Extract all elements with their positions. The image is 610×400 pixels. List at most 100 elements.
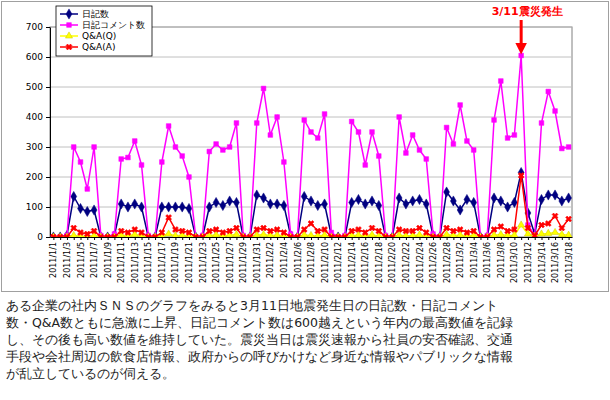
data-point (449, 227, 458, 236)
data-point (151, 233, 160, 237)
data-point (368, 231, 375, 237)
data-point (496, 222, 505, 231)
legend-item: 日記コメント数 (60, 20, 145, 30)
x-tick-mark (250, 237, 251, 240)
x-tick-label: 2011/3/12 (524, 242, 533, 283)
data-point (340, 233, 349, 237)
x-tick-label: 2011/1/17 (158, 242, 167, 283)
data-point (186, 203, 192, 213)
data-point (545, 190, 551, 200)
data-point (178, 227, 187, 236)
grid (50, 27, 572, 237)
x-tick-label: 2011/1/3 (63, 242, 72, 278)
data-point (268, 133, 273, 138)
x-tick-mark (155, 237, 156, 240)
data-point (166, 124, 171, 129)
data-point (308, 196, 314, 206)
data-point (160, 160, 165, 165)
x-tick-mark (203, 237, 204, 240)
x-tick: 2011/3/18 (565, 237, 574, 283)
data-point (497, 230, 504, 236)
y-tick-label: 400 (26, 112, 43, 122)
x-tick: 2011/2/22 (402, 237, 411, 283)
y-tick-mark (46, 27, 50, 28)
y-tick: 200 (26, 172, 50, 182)
data-point (90, 227, 99, 236)
x-tick-label: 2011/1/23 (199, 242, 208, 283)
data-point (281, 200, 287, 210)
data-point (273, 225, 282, 234)
data-point (374, 227, 383, 236)
data-point (212, 225, 221, 234)
data-point (71, 145, 76, 150)
caption-line: 手段や会社周辺の飲食店情報、政府からの呼びかけなど身近な情報やパブリックな情報 (6, 349, 513, 364)
data-point (137, 228, 146, 237)
x-tick-mark (460, 237, 461, 240)
data-point (553, 109, 558, 114)
x-tick-label: 2011/2/18 (375, 242, 384, 283)
data-point (139, 202, 145, 212)
x-tick (250, 237, 251, 240)
legend-swatch-marker (65, 32, 72, 38)
data-point (220, 200, 226, 210)
data-point (546, 89, 551, 94)
x-tick-label: 2011/2/20 (388, 242, 397, 283)
data-point (545, 229, 552, 235)
data-point (266, 227, 275, 236)
data-point (539, 121, 544, 126)
x-tick (114, 237, 115, 240)
x-tick-mark (297, 237, 298, 240)
data-point (530, 231, 539, 237)
data-point (417, 148, 422, 153)
data-point (227, 145, 232, 150)
x-tick (372, 237, 373, 240)
data-point (349, 119, 354, 124)
data-point (322, 199, 328, 209)
x-tick: 2011/2/2 (266, 237, 275, 278)
x-tick (304, 237, 305, 240)
x-tick-mark (101, 237, 102, 240)
x-tick-mark (67, 237, 68, 240)
x-tick-label: 2011/3/2 (456, 242, 465, 278)
caption-line: が乱立しているのが伺える。 (6, 366, 175, 381)
x-tick (426, 237, 427, 240)
data-point (282, 160, 287, 165)
x-tick (182, 237, 183, 240)
x-tick-mark (175, 237, 176, 240)
x-tick-mark (406, 237, 407, 240)
data-point (566, 193, 572, 203)
x-tick-mark (521, 237, 522, 240)
x-tick-mark (128, 237, 129, 240)
data-point (91, 205, 97, 215)
x-tick (291, 237, 292, 240)
legend-label: 日記数 (82, 9, 109, 19)
data-point (274, 231, 281, 237)
data-point (356, 130, 361, 135)
data-point (435, 233, 444, 237)
x-tick-mark (189, 237, 190, 240)
x-tick-mark (419, 237, 420, 240)
x-tick-mark (148, 237, 149, 240)
x-tick: 2011/2/6 (294, 237, 303, 278)
caption-line: 数・Q&A数ともに急激に上昇、日記コメント数は600越えという年内の最高数値を記… (6, 315, 513, 330)
x-tick-mark (87, 237, 88, 240)
data-point (397, 115, 402, 120)
x-tick (358, 237, 359, 240)
x-tick: 2011/1/3 (63, 237, 72, 278)
y-tick: 600 (26, 52, 50, 62)
legend-swatch-marker (65, 43, 74, 52)
x-tick: 2011/2/28 (443, 237, 452, 283)
x-tick-label: 2011/2/12 (334, 242, 343, 283)
data-point (498, 79, 503, 84)
x-tick: 2011/3/10 (510, 237, 519, 283)
x-tick (87, 237, 88, 240)
chart-frame (2, 2, 609, 292)
x-tick: 2011/1/31 (253, 237, 262, 283)
x-tick-label: 2011/2/16 (361, 242, 370, 283)
data-point (544, 219, 553, 228)
data-point (566, 145, 571, 150)
x-tick: 2011/2/16 (361, 237, 370, 283)
data-point (503, 227, 512, 236)
data-point (511, 231, 518, 237)
x-tick: 2011/3/12 (524, 237, 533, 283)
